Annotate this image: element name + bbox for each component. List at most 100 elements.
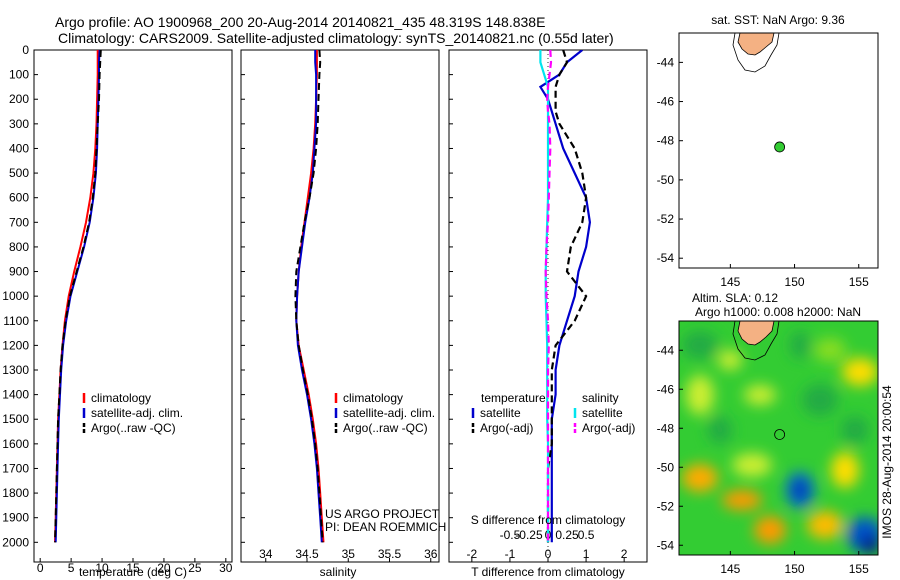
- depth-tick-label: 200: [9, 92, 29, 106]
- t-diff-argo-line: [546, 50, 588, 543]
- difference-legend-t-argo-label: Argo(-adj): [480, 421, 533, 435]
- salinity-legend-1-label: satellite-adj. clim.: [343, 406, 435, 420]
- salinity-panel: 34 34.5 35 35.5 36 salinity climatologysatel…: [240, 49, 446, 579]
- sla-map-lat-tick-label: -44: [657, 343, 675, 357]
- sst-map-lat-tick-label: -54: [657, 251, 675, 265]
- depth-tick-label: 1300: [2, 363, 29, 377]
- difference-s-xlabel: S difference from climatology: [471, 513, 626, 527]
- temperature-plot-frame: [33, 49, 233, 563]
- depth-tick-label: 800: [9, 240, 29, 254]
- temperature-legend-0-label: climatology: [91, 391, 151, 405]
- difference-t-tick-label: 2: [621, 547, 628, 561]
- salinity-argo-line: [294, 50, 324, 543]
- temperature-panel: 0100200300400500600700800900100011001200…: [2, 43, 453, 579]
- sla-map-lat-tick-label: -52: [657, 499, 675, 513]
- sst-map-lat-tick-label: -52: [657, 212, 675, 226]
- difference-legend-t-sat-label: satellite: [480, 406, 521, 420]
- figure-title-line2: Climatology: CARS2009. Satellite-adjuste…: [58, 30, 614, 46]
- depth-tick-label: 1500: [2, 412, 29, 426]
- temperature-argo-line: [54, 50, 102, 543]
- sst-map: sat. SST: NaN Argo: 9.36 145 150 155 -44 -46…: [657, 13, 879, 289]
- difference-panel: -2 -1 0 1 2-0.5-0.25 0 0.25 0.5 T difference fr…: [448, 49, 648, 579]
- sst-map-lon-tick-label: 155: [849, 275, 869, 289]
- depth-tick-label: 500: [9, 166, 29, 180]
- sla-map-lon-tick-label: 150: [785, 562, 805, 576]
- salinity-plot-frame: [240, 49, 440, 563]
- salinity-tick-label: 34.5: [295, 547, 319, 561]
- float-position-marker: [774, 141, 786, 153]
- salinity-tick-label: 36: [424, 547, 438, 561]
- tasmania-land-2: [737, 321, 775, 346]
- salinity-xlabel: salinity: [320, 565, 357, 579]
- sst-map-lat-tick-label: -46: [657, 95, 675, 109]
- depth-tick-label: 1200: [2, 338, 29, 352]
- difference-t-tick-label: -1: [505, 547, 516, 561]
- depth-tick-label: 1800: [2, 486, 29, 500]
- difference-legend-salinity-header: salinity: [582, 391, 619, 405]
- tasmania-land: [737, 33, 775, 56]
- temperature-legend-1-label: satellite-adj. clim.: [91, 406, 183, 420]
- depth-tick-label: 700: [9, 215, 29, 229]
- salinity-tick-label: 34: [259, 547, 273, 561]
- difference-s-tick-label: -0.25: [515, 528, 543, 542]
- bathymetry-contour-2: [732, 321, 780, 361]
- sla-map-lat-tick-label: -46: [657, 382, 675, 396]
- sla-map-lon-tick-label: 145: [720, 562, 740, 576]
- figure-title-line1: Argo profile: AO 1900968_200 20-Aug-2014…: [55, 14, 545, 30]
- temperature-tick-label: 25: [188, 561, 202, 575]
- depth-tick-label: 2000: [2, 535, 29, 549]
- salinity-tick-label: 35.5: [378, 547, 402, 561]
- depth-tick-label: 400: [9, 141, 29, 155]
- depth-tick-label: 600: [9, 191, 29, 205]
- difference-legend-s-sat-label: satellite: [582, 406, 623, 420]
- depth-tick-label: 900: [9, 265, 29, 279]
- pi-annotation: PI: DEAN ROEMMICH: [325, 520, 446, 534]
- temperature-tick-label: 10: [95, 561, 109, 575]
- sst-map-lat-tick-label: -48: [657, 134, 675, 148]
- sla-map-lat-tick-label: -48: [657, 421, 675, 435]
- temperature-tick-label: 30: [219, 561, 233, 575]
- imos-timestamp: IMOS 28-Aug-2014 20:00:54: [880, 385, 894, 539]
- depth-tick-label: 300: [9, 117, 29, 131]
- sst-map-lon-tick-label: 145: [720, 275, 740, 289]
- difference-s-tick-label: 0.5: [578, 528, 595, 542]
- difference-t-tick-label: -2: [467, 547, 478, 561]
- difference-s-tick-label: -0.5: [500, 528, 521, 542]
- difference-t-tick-label: 1: [583, 547, 590, 561]
- depth-tick-label: 1900: [2, 511, 29, 525]
- project-annotation: US ARGO PROJECT: [325, 507, 440, 521]
- temperature-tick-label: 5: [68, 561, 75, 575]
- temperature-xlabel: temperature (deg C): [79, 565, 187, 579]
- sla-map-title: Altim. SLA: 0.12: [692, 291, 778, 305]
- salinity-tick-label: 35: [342, 547, 356, 561]
- salinity-climatology-line: [295, 50, 325, 543]
- difference-legend-s-argo-label: Argo(-adj): [582, 421, 635, 435]
- sla-map-frame: [678, 320, 879, 556]
- depth-tick-label: 0: [22, 43, 29, 57]
- temperature-tick-label: 0: [37, 561, 44, 575]
- sst-map-lat-tick-label: -50: [657, 173, 675, 187]
- sst-map-lat-tick-label: -44: [657, 55, 675, 69]
- depth-tick-label: 1100: [3, 314, 29, 328]
- bathymetry-contour: [732, 33, 780, 73]
- sst-map-title: sat. SST: NaN Argo: 9.36: [711, 13, 845, 27]
- sla-map: Altim. SLA: 0.12 Argo h1000: 0.008 h2000…: [657, 291, 879, 576]
- s-diff-argo-line: [544, 50, 553, 543]
- temperature-climatology-line: [54, 50, 99, 543]
- depth-tick-label: 100: [9, 68, 29, 82]
- difference-t-xlabel: T difference from climatology: [471, 565, 625, 579]
- difference-legend: temperature salinitysatelliteArgo(-adj)sa…: [471, 391, 635, 435]
- depth-tick-label: 1700: [2, 461, 29, 475]
- sst-map-lon-tick-label: 150: [785, 275, 805, 289]
- depth-tick-label: 1600: [2, 437, 29, 451]
- temperature-tick-label: 15: [126, 561, 140, 575]
- difference-legend-temperature-header: temperature: [481, 391, 546, 405]
- temperature-legend-2-label: Argo(..raw -QC): [91, 421, 176, 435]
- sla-map-subtitle: Argo h1000: 0.008 h2000: NaN: [695, 305, 861, 319]
- temperature-satellite-line: [54, 50, 101, 543]
- salinity-legend-0-label: climatology: [343, 391, 403, 405]
- sst-map-frame: [678, 32, 879, 269]
